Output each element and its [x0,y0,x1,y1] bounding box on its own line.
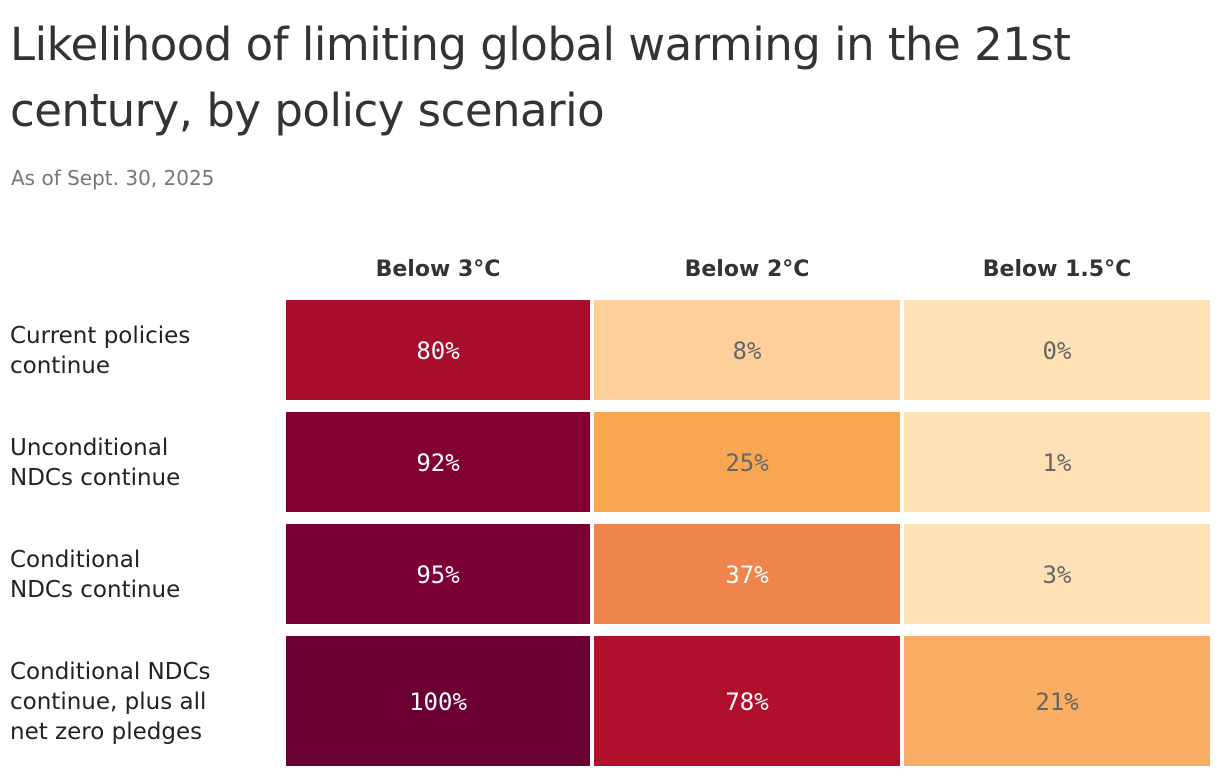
row-label-line: continue [10,353,110,379]
cell-value-label: 3% [1043,561,1072,589]
row-label: Unconditional NDCs continue [10,435,180,491]
row-label-line: Current policies [10,323,190,349]
row-label-line: Conditional NDCs [10,659,211,685]
cell-value-label: 37% [725,561,769,589]
row-label-line: Unconditional [10,435,168,461]
heatmap-cell [286,412,590,512]
heatmap-cell [286,524,590,624]
row-label-line: Conditional [10,547,140,573]
cell-value-label: 8% [733,337,762,365]
cell-value-label: 78% [725,688,769,716]
heatmap-cell [594,300,900,400]
column-header: Below 3°C [376,257,501,282]
row-label: Conditional NDCs continue, plus all net ze… [10,659,211,745]
heatmap-cell [286,636,590,766]
heatmap-cell [904,524,1210,624]
heatmap-cell [594,412,900,512]
heatmap-cell [904,412,1210,512]
row-label-line: continue, plus all [10,689,206,715]
row-label: Current policies continue [10,323,190,379]
row-label-line: net zero pledges [10,719,202,745]
cell-value-label: 21% [1035,688,1079,716]
cell-value-label: 80% [416,337,460,365]
heatmap-cell [594,636,900,766]
chart-subtitle: As of Sept. 30, 2025 [11,166,215,190]
row-label-line: NDCs continue [10,465,180,491]
cell-value-label: 0% [1043,337,1072,365]
cell-value-label: 25% [725,449,769,477]
heatmap-cell [594,524,900,624]
heatmap-cell [904,636,1210,766]
column-header: Below 2°C [685,257,810,282]
cell-value-label: 92% [416,449,460,477]
row-label: Conditional NDCs continue [10,547,180,603]
cell-value-label: 95% [416,561,460,589]
heatmap-cell [904,300,1210,400]
cell-value-label: 1% [1043,449,1072,477]
row-label-line: NDCs continue [10,577,180,603]
chart-title: Likelihood of limiting global warming in… [10,18,1071,137]
cell-value-label: 100% [409,688,467,716]
heatmap-cell [286,300,590,400]
column-header: Below 1.5°C [983,257,1131,282]
